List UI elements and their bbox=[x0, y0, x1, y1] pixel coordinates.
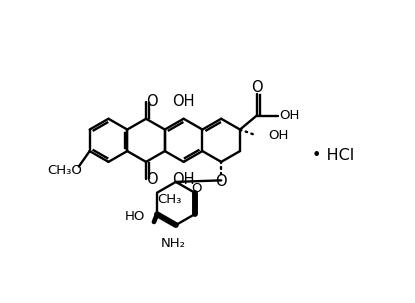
Text: O: O bbox=[215, 175, 227, 189]
Text: CH₃O: CH₃O bbox=[47, 164, 82, 177]
Text: CH₃: CH₃ bbox=[157, 193, 182, 206]
Text: OH: OH bbox=[172, 172, 195, 187]
Text: OH: OH bbox=[268, 129, 288, 142]
Text: NH₂: NH₂ bbox=[161, 237, 186, 250]
Text: • HCl: • HCl bbox=[312, 148, 354, 163]
Text: O: O bbox=[192, 182, 202, 195]
Text: OH: OH bbox=[279, 109, 299, 122]
Text: O: O bbox=[146, 94, 158, 108]
Text: OH: OH bbox=[172, 94, 195, 109]
Text: O: O bbox=[251, 81, 262, 95]
Text: HO: HO bbox=[124, 210, 145, 223]
Text: O: O bbox=[146, 172, 158, 187]
